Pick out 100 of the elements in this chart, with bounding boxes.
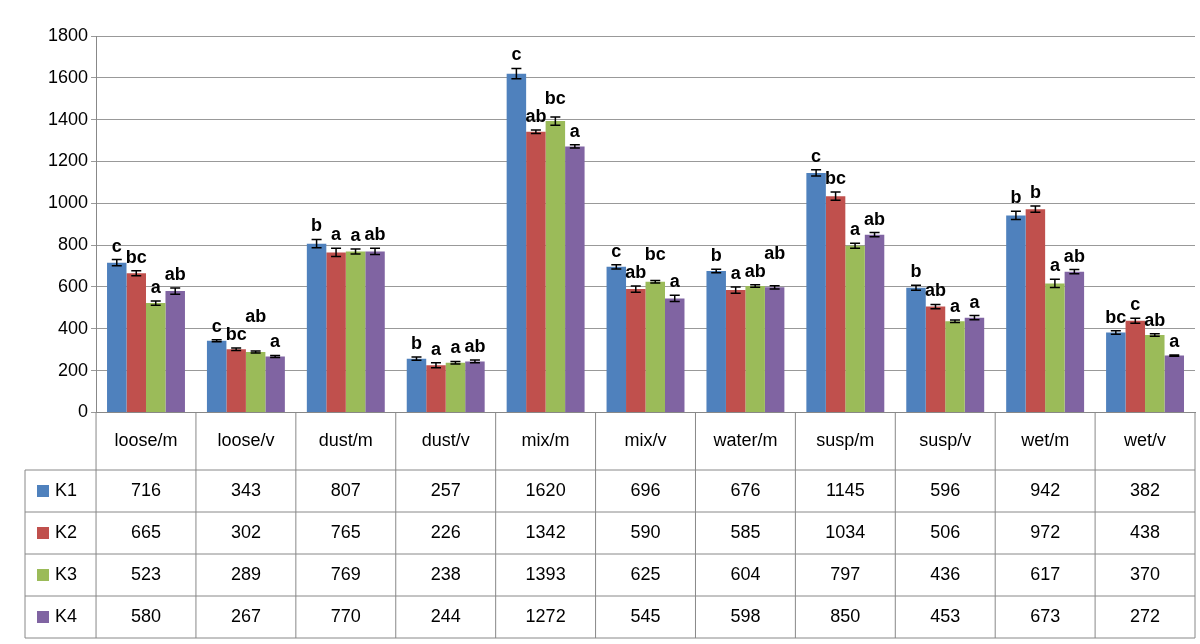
y-tick-label: 1000 bbox=[48, 192, 89, 213]
y-tick-label: 600 bbox=[58, 275, 89, 296]
x-tick-label: water/m bbox=[712, 430, 778, 451]
annotation: c bbox=[1130, 294, 1141, 315]
y-tick-label: 200 bbox=[58, 359, 89, 380]
bar bbox=[226, 349, 246, 412]
y-tick-label: 1800 bbox=[48, 24, 89, 45]
annotation: c bbox=[611, 240, 622, 261]
data-label: 604 bbox=[730, 563, 761, 584]
x-tick-label: mix/v bbox=[624, 430, 667, 451]
bar bbox=[1125, 320, 1146, 412]
data-label: 807 bbox=[330, 479, 361, 500]
annotation: a bbox=[150, 276, 162, 297]
annotation: ab bbox=[924, 280, 946, 301]
bar bbox=[445, 362, 466, 412]
bar bbox=[406, 358, 427, 412]
data-label: 942 bbox=[1030, 479, 1061, 500]
bar bbox=[365, 251, 385, 412]
legend-label: K2 bbox=[55, 521, 78, 542]
data-label: 267 bbox=[230, 605, 261, 626]
bar bbox=[506, 73, 527, 412]
data-label: 523 bbox=[130, 563, 162, 584]
annotation: b bbox=[710, 245, 722, 266]
annotation: c bbox=[811, 145, 822, 166]
bar bbox=[345, 251, 366, 412]
bar bbox=[1064, 271, 1085, 412]
data-label: 302 bbox=[230, 521, 261, 542]
bar bbox=[146, 303, 166, 412]
x-tick-label: loose/m bbox=[114, 430, 178, 451]
data-label: 436 bbox=[930, 563, 961, 584]
bar bbox=[845, 245, 865, 412]
data-label: 590 bbox=[630, 521, 661, 542]
data-label: 580 bbox=[130, 605, 162, 626]
bar bbox=[626, 289, 646, 412]
annotation: bc bbox=[544, 88, 566, 109]
data-label: 1145 bbox=[825, 479, 865, 500]
x-tick-label: loose/v bbox=[217, 430, 275, 451]
annotation: a bbox=[730, 262, 742, 283]
annotation: bc bbox=[225, 323, 247, 344]
data-label: 1393 bbox=[525, 563, 566, 584]
annotation: ab bbox=[625, 261, 647, 282]
data-label: 770 bbox=[330, 605, 361, 626]
annotation: b bbox=[1029, 181, 1041, 202]
x-tick-label: wet/v bbox=[1123, 430, 1167, 451]
data-label: 676 bbox=[730, 479, 761, 500]
annotation: bc bbox=[125, 246, 147, 267]
data-label: 673 bbox=[1030, 605, 1061, 626]
annotation: a bbox=[430, 338, 442, 359]
data-label: 382 bbox=[1130, 479, 1161, 500]
bar bbox=[1145, 335, 1165, 412]
annotation: c bbox=[511, 44, 522, 65]
bar bbox=[706, 271, 726, 412]
legend-label: K1 bbox=[55, 479, 78, 500]
data-label: 769 bbox=[330, 563, 361, 584]
annotation: a bbox=[1169, 330, 1181, 351]
annotation: b bbox=[311, 215, 323, 236]
x-tick-label: dust/v bbox=[421, 430, 470, 451]
data-label: 289 bbox=[230, 563, 261, 584]
data-label: 716 bbox=[130, 479, 162, 500]
legend-label: K3 bbox=[55, 563, 78, 584]
bar bbox=[864, 234, 885, 412]
data-label: 438 bbox=[1130, 521, 1161, 542]
x-tick-label: mix/m bbox=[521, 430, 570, 451]
data-label: 506 bbox=[930, 521, 961, 542]
annotation: a bbox=[969, 291, 981, 312]
data-label: 617 bbox=[1030, 563, 1061, 584]
bar bbox=[906, 287, 926, 412]
bar bbox=[1045, 283, 1065, 412]
bar bbox=[945, 321, 965, 412]
annotation: ab bbox=[764, 242, 786, 263]
data-label: 765 bbox=[330, 521, 361, 542]
y-tick-label: 1600 bbox=[48, 66, 89, 87]
data-label: 370 bbox=[1130, 563, 1161, 584]
bar bbox=[1164, 355, 1185, 412]
annotation: ab bbox=[245, 305, 267, 326]
legend-label: K4 bbox=[55, 605, 78, 626]
annotation: a bbox=[850, 219, 862, 240]
x-tick-label: susp/m bbox=[816, 430, 875, 451]
data-label: 797 bbox=[830, 563, 861, 584]
annotation: ab bbox=[464, 336, 486, 357]
data-label: 1272 bbox=[525, 605, 566, 626]
annotation: c bbox=[211, 315, 222, 336]
annotation: a bbox=[669, 271, 681, 292]
bar bbox=[1006, 215, 1026, 412]
bar bbox=[165, 291, 185, 412]
y-tick-label: 0 bbox=[78, 401, 89, 422]
bar bbox=[764, 287, 785, 412]
x-tick-label: susp/v bbox=[919, 430, 972, 451]
bar bbox=[545, 121, 566, 412]
data-label: 598 bbox=[730, 605, 761, 626]
data-label: 1342 bbox=[525, 521, 566, 542]
data-label: 665 bbox=[130, 521, 162, 542]
data-label: 1034 bbox=[825, 521, 866, 542]
annotation: a bbox=[350, 225, 362, 246]
bar bbox=[925, 306, 946, 412]
annotation: c bbox=[111, 235, 122, 256]
data-label: 244 bbox=[430, 605, 461, 626]
x-tick-label: wet/m bbox=[1020, 430, 1070, 451]
bar bbox=[606, 266, 627, 412]
bar bbox=[964, 317, 985, 412]
